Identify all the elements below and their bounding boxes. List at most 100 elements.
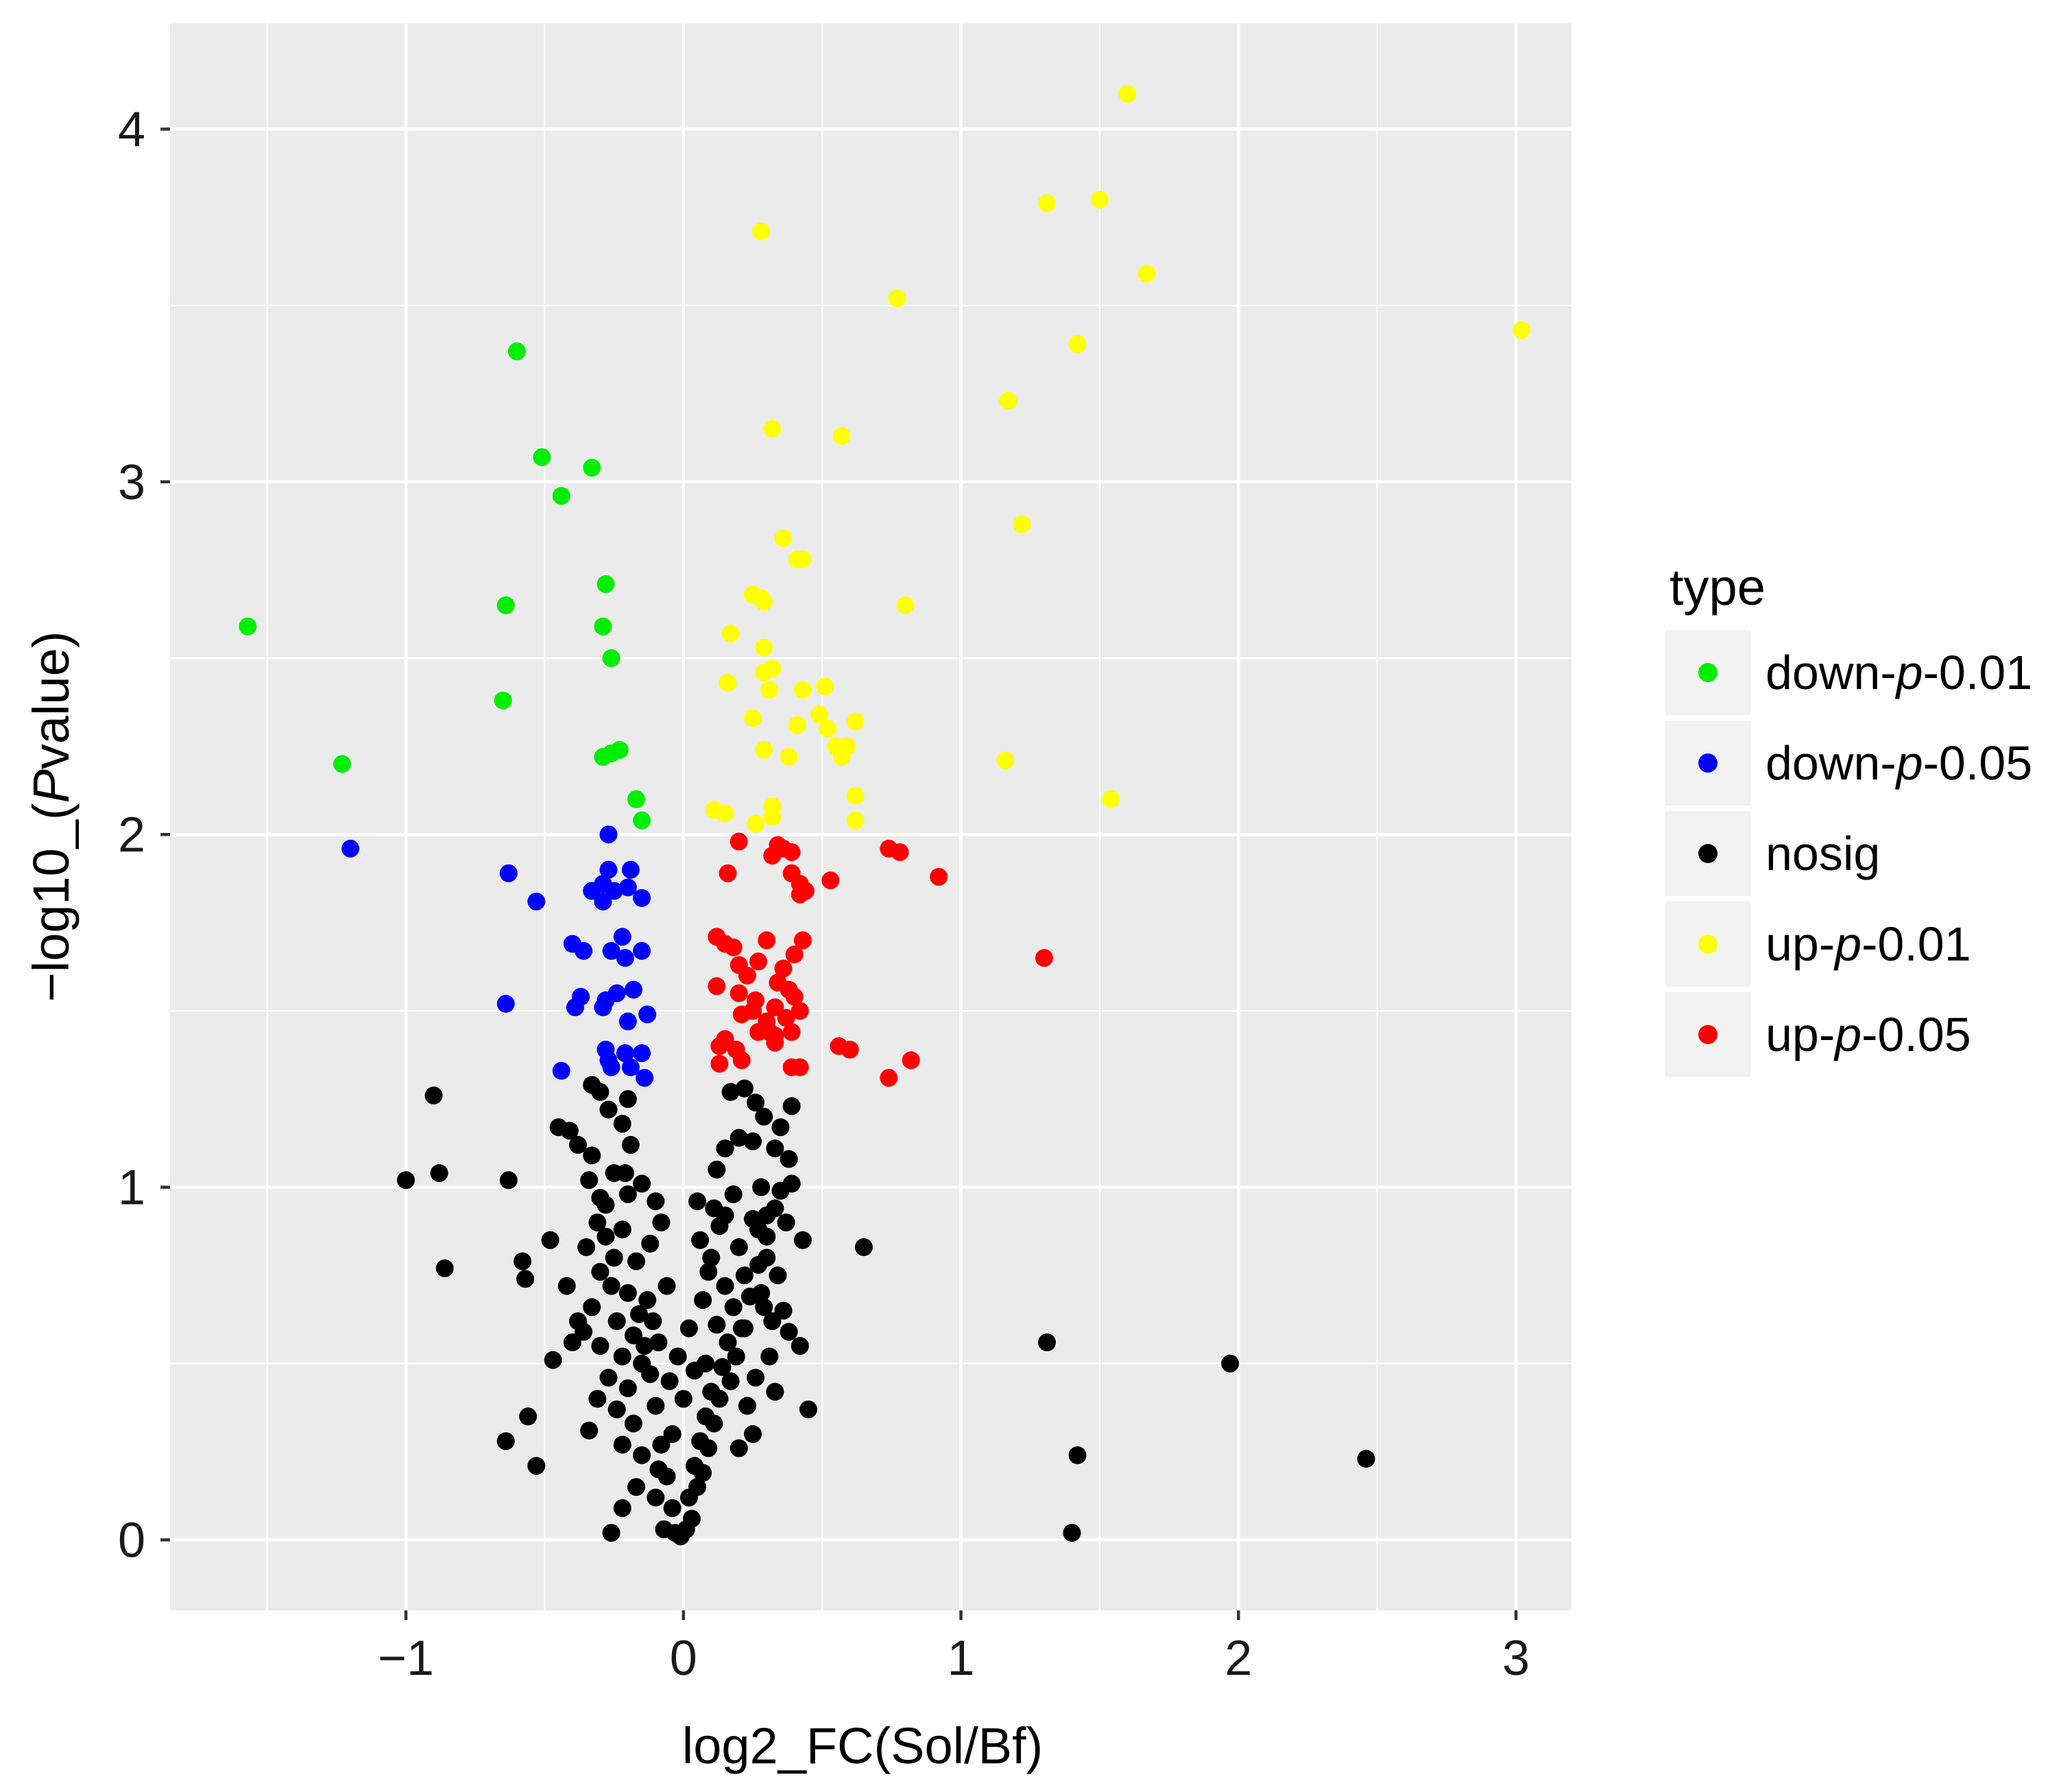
y-axis-label-prefix: −log10_( [23, 803, 80, 1002]
legend-label-suffix: -0.01 [1923, 646, 2033, 699]
y-axis: 0 1 2 3 4 [118, 102, 170, 1568]
data-point [541, 1231, 559, 1249]
data-point [996, 751, 1015, 770]
data-point [1035, 949, 1053, 967]
data-point [749, 1220, 768, 1239]
data-point [594, 892, 612, 910]
data-point [891, 843, 909, 861]
data-point [710, 1037, 729, 1055]
data-point [1038, 1333, 1057, 1352]
data-point [819, 719, 837, 738]
x-tick-label: −1 [378, 1631, 434, 1686]
y-axis-label-suffix: value) [23, 631, 80, 770]
data-point [649, 1460, 668, 1479]
data-point [846, 712, 865, 731]
data-point [708, 977, 726, 995]
data-point [607, 984, 626, 1002]
data-point [780, 1150, 798, 1168]
data-point [594, 998, 612, 1017]
data-point [766, 1139, 784, 1158]
data-point [763, 660, 782, 678]
data-point [605, 1248, 623, 1267]
x-tick-label: 2 [1225, 1631, 1252, 1686]
data-point [716, 804, 734, 823]
legend-key-dot [1698, 663, 1718, 682]
data-point [752, 222, 771, 241]
data-point [699, 1439, 718, 1458]
data-point [613, 1347, 631, 1366]
data-point [854, 1238, 873, 1257]
data-point [758, 931, 776, 950]
data-point [832, 748, 851, 766]
data-point [716, 1277, 734, 1295]
legend-entry: up-p-0.05 [1665, 992, 1971, 1077]
panel-background [170, 23, 1571, 1610]
data-point [760, 1347, 779, 1366]
data-point [599, 825, 618, 844]
data-point [743, 1425, 762, 1443]
data-point [735, 1319, 754, 1338]
data-point [679, 1319, 698, 1338]
major-gridlines [170, 23, 1571, 1610]
data-point [599, 1368, 618, 1387]
legend-label-italic: p [1895, 736, 1923, 790]
data-point [636, 1337, 654, 1355]
data-point [618, 1012, 637, 1030]
data-point [721, 1372, 740, 1390]
data-point [743, 1002, 762, 1020]
data-point [771, 1118, 790, 1137]
data-point [724, 938, 743, 956]
data-point [616, 1164, 634, 1183]
data-point [621, 860, 640, 879]
data-point [777, 1213, 795, 1232]
data-point [724, 1298, 743, 1316]
data-point [694, 1291, 712, 1309]
data-point [607, 1312, 626, 1331]
legend-entries: down-p-0.01down-p-0.05nosigup-p-0.01up-p… [1665, 630, 2032, 1077]
data-point [560, 1122, 579, 1140]
data-point [552, 1061, 570, 1080]
data-point [591, 1337, 610, 1355]
data-point [688, 1477, 707, 1496]
point-series [708, 832, 1053, 1087]
data-point [782, 1023, 801, 1041]
data-point [507, 342, 526, 361]
legend-label-suffix: -0.05 [1923, 736, 2033, 790]
data-point [810, 705, 829, 724]
data-point [758, 1206, 776, 1224]
data-point [430, 1164, 448, 1183]
data-point [730, 832, 748, 851]
data-point [1068, 335, 1087, 354]
data-point [730, 1439, 748, 1458]
data-point [774, 1301, 793, 1320]
legend-title: type [1670, 559, 1766, 616]
data-point [735, 1266, 754, 1285]
data-point [763, 1312, 782, 1331]
data-point [568, 1312, 587, 1331]
legend-key-dot [1698, 934, 1718, 954]
data-point [638, 1291, 657, 1309]
data-point [785, 945, 804, 964]
data-point [552, 487, 570, 505]
x-tick-label: 1 [948, 1631, 975, 1686]
data-point [652, 1436, 671, 1454]
data-point [710, 1390, 729, 1408]
data-point [674, 1390, 692, 1408]
data-point [563, 1333, 581, 1352]
data-point [1090, 191, 1109, 209]
data-point [774, 959, 793, 978]
data-point [516, 1270, 535, 1288]
data-point [618, 1185, 637, 1203]
data-point [896, 596, 915, 614]
legend-label-prefix: nosig [1766, 827, 1880, 880]
data-point [841, 1041, 859, 1059]
data-point [730, 1128, 748, 1147]
data-point [785, 987, 804, 1006]
data-point [1068, 1446, 1087, 1464]
data-point [577, 1238, 596, 1257]
data-point [663, 1425, 682, 1443]
data-point [716, 1206, 734, 1224]
legend-entry: nosig [1665, 811, 1880, 896]
legend-label-italic: p [1833, 917, 1862, 971]
